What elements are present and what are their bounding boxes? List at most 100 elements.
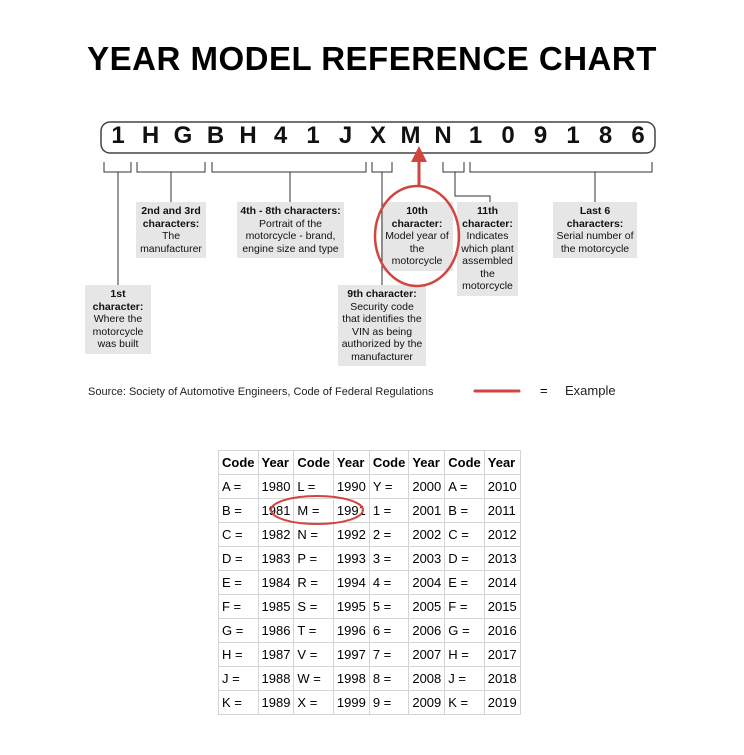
header-cell: Code [444,450,485,475]
table-cell: 1999 [332,690,370,715]
vin-character: 1 [306,122,320,149]
table-cell: 1983 [257,546,295,571]
table-cell: 2007 [408,642,446,667]
callout: 4th - 8th characters: Portrait of the mot… [237,202,344,258]
table-cell: J = [218,666,259,691]
table-cell: X = [293,690,334,715]
vin-character: 1 [111,122,125,149]
table-cell: D = [218,546,259,571]
title: YEAR MODEL REFERENCE CHART [87,40,657,77]
table-cell: V = [293,642,334,667]
table-cell: G = [444,618,485,643]
header-cell: Year [408,450,446,475]
vin-character: 1 [468,122,483,149]
table-cell: 2016 [483,618,521,643]
table-cell: 2010 [483,474,521,499]
table-row: C = 1982 N = 1992 2 = 2002 C = 2012 [218,522,521,547]
vin-character: X [369,122,386,149]
table-row: J = 1988 W = 1998 8 = 2008 J = 2018 [218,666,521,691]
source: Source: Society of Automotive Engineers,… [88,386,434,398]
callout: 1st character: Where the motorcycle was b… [85,285,151,354]
table-cell: 1996 [332,618,370,643]
table-cell: 7 = [368,642,410,667]
callout: 9th character: Security code that identif… [338,285,426,366]
header-cell: Code [368,450,410,475]
table-cell: 2008 [408,666,446,691]
table-cell: 2009 [408,690,446,715]
table-cell: 2013 [483,546,521,571]
table-cell: 6 = [368,618,410,643]
table-cell: 1990 [332,474,370,499]
callout-heading: 10th character: [391,205,443,230]
table-cell: H = [444,642,485,667]
vin-character: M [400,122,421,149]
table-cell: 1995 [332,594,370,619]
table-cell: B = [218,498,259,523]
table-cell: Y = [368,474,410,499]
callout-heading: 1st character: [92,288,144,313]
vin-character: 1 [566,122,580,149]
header-cell: Year [332,450,370,475]
table-cell: R = [293,570,334,595]
table-cell: 2002 [408,522,446,547]
table-cell: 1991 [332,498,370,523]
table-row: E = 1984 R = 1994 4 = 2004 E = 2014 [218,570,521,595]
year-table: Code Year Code Year Code Year Code Year A = 1980 L… [218,450,521,715]
table-cell: 1987 [257,642,295,667]
table-cell: P = [293,546,334,571]
callout: 2nd and 3rd characters: The manufacturer [136,202,206,258]
vin-character: B [206,122,225,149]
table-cell: 2004 [408,570,446,595]
table-cell: 8 = [368,666,410,691]
callout-text: Security code that identifies the VIN as… [341,300,423,363]
vin-character: G [173,122,193,149]
table-cell: 4 = [368,570,410,595]
callout-text: Serial number of the motorcycle [556,230,634,255]
table-row: D = 1983 P = 1993 3 = 2003 D = 2013 [218,546,521,571]
table-cell: 2 = [368,522,410,547]
table-cell: C = [444,522,485,547]
table-cell: 2006 [408,618,446,643]
table-cell: 1989 [257,690,295,715]
vin-character: N [434,122,452,149]
header-cell: Year [257,450,295,475]
callout-heading: 2nd and 3rd characters: [141,205,201,230]
table-cell: 1992 [332,522,370,547]
table-cell: 1986 [257,618,295,643]
table-cell: 2001 [408,498,446,523]
header-row: Code Year Code Year Code Year Code Year [218,450,521,475]
table-cell: 1984 [257,570,295,595]
table-cell: A = [218,474,259,499]
table-cell: 2011 [483,498,521,523]
table-cell: 1997 [332,642,370,667]
header-cell: Year [483,450,521,475]
table-cell: D = [444,546,485,571]
table-cell: 1985 [257,594,295,619]
table-cell: 2012 [483,522,521,547]
table-cell: K = [444,690,485,715]
table-cell: 3 = [368,546,410,571]
callout-text: Portrait of the motorcycle - brand, engi… [242,217,339,255]
table-cell: 2018 [483,666,521,691]
table-row: H = 1987 V = 1997 7 = 2007 H = 2017 [218,642,521,667]
table-cell: K = [218,690,259,715]
table-cell: 1 = [368,498,410,523]
legend-equals: = [540,383,548,398]
table-cell: 2014 [483,570,521,595]
header-cell: Code [293,450,334,475]
callout-heading: Last 6 characters: [566,205,624,230]
vin-character: 6 [631,122,645,149]
callout: 10th character: Model year of the motorcy… [381,202,453,271]
table-cell: 1993 [332,546,370,571]
table-cell: C = [218,522,259,547]
table-cell: L = [293,474,334,499]
table-row: F = 1985 S = 1995 5 = 2005 F = 2015 [218,594,521,619]
vin-character: J [338,122,353,149]
table-row: G = 1986 T = 1996 6 = 2006 G = 2016 [218,618,521,643]
table-cell: W = [293,666,334,691]
vin-character: 8 [598,122,613,149]
table-cell: 2000 [408,474,446,499]
table-cell: E = [218,570,259,595]
legend-label: Example [565,383,616,398]
